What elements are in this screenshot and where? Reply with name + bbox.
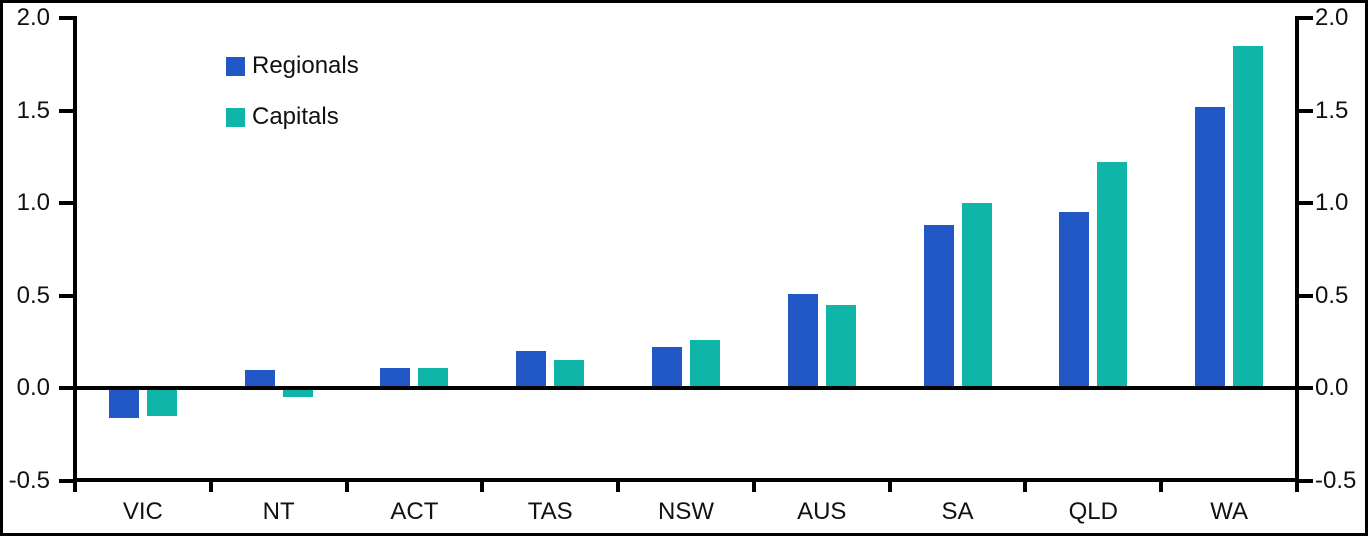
y-axis-left-tick [59,386,73,390]
y-axis-left-label: 0.5 [16,281,50,309]
bar-sa-capitals [961,203,992,388]
legend-label-regionals: Regionals [252,52,359,79]
category-label-qld: QLD [1068,498,1118,525]
y-axis-left-label: 2.0 [16,4,50,31]
y-axis-left-tick [59,108,73,113]
y-axis-left-label: 0.0 [16,374,50,401]
category-label-nsw: NSW [657,498,714,525]
regionals-swatch-icon [226,56,245,76]
bar-nt-regionals [244,369,275,388]
bar-qld-regionals [1059,212,1090,388]
bar-wa-capitals [1233,45,1264,388]
bar-nsw-capitals [690,339,720,388]
y-axis-right-label: 2.0 [1315,4,1349,31]
x-axis-category-tick [616,482,621,492]
y-axis-left-tick [59,201,73,205]
x-axis-category-tick [1159,482,1164,492]
y-axis-left-spine [73,16,77,482]
y-axis-right-label: 0.0 [1315,374,1349,401]
bar-sa-regionals [923,225,954,388]
legend-label-capitals: Capitals [252,103,339,130]
zero-line [75,386,1297,390]
legend-item-capitals: Capitals [226,103,339,130]
y-axis-right-label: 1.5 [1315,96,1349,124]
bar-act-regionals [380,367,411,388]
capitals-swatch-icon [226,107,245,127]
x-axis-category-tick [344,482,349,492]
y-axis-left-label: -0.5 [8,466,50,494]
bar-act-capitals [418,367,449,388]
y-axis-right-label: 1.0 [1315,189,1349,216]
y-axis-right-tick [1299,293,1313,298]
bar-vic-regionals [108,388,139,418]
bar-aus-regionals [787,293,818,388]
y-axis-right-spine [1295,16,1299,482]
y-axis-right-tick [1299,201,1313,205]
x-axis-category-tick [208,482,213,492]
y-axis-left-tick [59,293,73,298]
y-axis-right-tick [1299,16,1313,20]
bar-wa-regionals [1195,106,1226,388]
y-axis-right-tick [1299,386,1313,390]
y-axis-right-label: -0.5 [1315,466,1357,494]
category-label-aus: AUS [797,498,847,525]
y-axis-left-label: 1.5 [16,96,50,124]
x-axis-category-tick [480,482,485,492]
y-axis-right-label: 0.5 [1315,281,1349,309]
x-axis-line [73,478,1299,482]
category-label-vic: VIC [122,498,163,525]
y-axis-right-tick [1299,478,1313,483]
legend-item-regionals: Regionals [226,52,359,79]
x-axis-category-tick [1295,482,1299,492]
x-axis-category-tick [887,482,892,492]
bar-aus-capitals [825,304,856,388]
x-axis-category-tick [73,482,77,492]
x-axis-category-tick [1023,482,1028,492]
y-axis-right-tick [1299,108,1313,113]
bar-vic-capitals [146,388,177,416]
bar-nsw-regionals [652,347,682,388]
bar-tas-regionals [516,351,547,388]
x-axis-category-tick [751,482,756,492]
category-label-nt: NT [262,498,295,525]
y-axis-left-tick [59,478,73,483]
category-label-act: ACT [390,498,439,525]
bar-tas-capitals [554,360,585,388]
bar-nt-capitals [282,388,313,398]
bar-qld-capitals [1097,162,1128,388]
category-label-sa: SA [941,498,974,525]
category-label-wa: WA [1210,498,1248,525]
y-axis-left-tick [59,16,73,20]
y-axis-left-label: 1.0 [16,189,50,216]
category-label-tas: TAS [527,498,573,525]
